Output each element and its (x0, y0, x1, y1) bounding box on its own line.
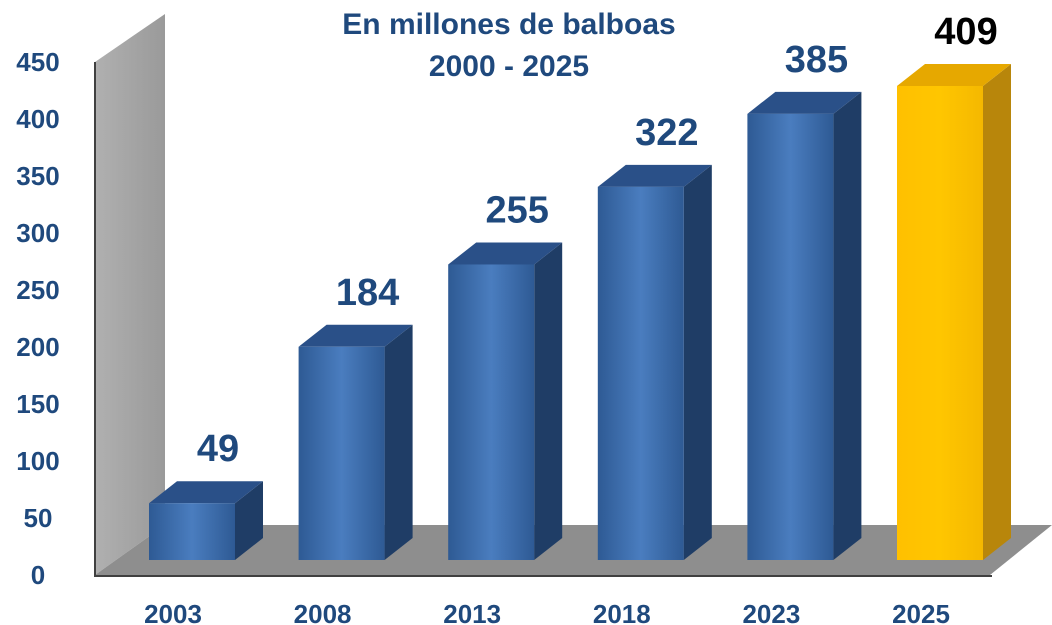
y-tick-label: 350 (16, 161, 59, 191)
y-tick-label: 100 (16, 446, 59, 476)
y-tick-label: 250 (16, 275, 59, 305)
data-label: 322 (635, 112, 698, 154)
bar-front (448, 264, 535, 560)
bar-side (983, 64, 1011, 560)
bar-front (149, 503, 235, 560)
bar-front (597, 186, 684, 560)
bar-side (235, 481, 263, 560)
x-tick-label: 2008 (294, 599, 352, 625)
bar-side (384, 324, 413, 560)
chart-back-wall (95, 14, 165, 575)
y-tick-label: 150 (16, 389, 59, 419)
y-tick-label: 450 (16, 47, 59, 77)
data-label: 255 (485, 189, 548, 231)
chart-title: En millones de balboas (342, 8, 675, 41)
x-tick-label: 2025 (892, 599, 950, 625)
bar-front (747, 113, 834, 560)
y-axis-ticks: 0 50 100 150 200 250 300 350 400 450 (16, 47, 59, 590)
x-tick-label: 2023 (742, 599, 800, 625)
data-label: 409 (934, 11, 997, 53)
bar (448, 242, 563, 560)
bar (298, 324, 413, 560)
y-tick-label: 50 (24, 503, 53, 533)
bar (897, 64, 1011, 560)
y-tick-label: 200 (16, 332, 59, 362)
x-tick-label: 2003 (144, 599, 202, 625)
x-tick-label: 2013 (443, 599, 501, 625)
data-label: 184 (336, 272, 399, 314)
data-label: 385 (785, 39, 848, 81)
y-tick-label: 300 (16, 218, 59, 248)
bar-side (683, 164, 712, 560)
chart-subtitle: 2000 - 2025 (429, 50, 589, 83)
bar-top (448, 242, 563, 265)
bar-front (298, 346, 385, 560)
bar-top (597, 164, 712, 187)
x-tick-label: 2018 (593, 599, 651, 625)
x-axis-ticks: 2003 2008 2013 2018 2023 2025 (144, 599, 950, 625)
bar-side (833, 91, 862, 560)
y-tick-label: 0 (31, 560, 45, 590)
bar (747, 91, 862, 560)
bar (597, 164, 712, 560)
bar (149, 481, 263, 560)
data-labels: 49 184 255 322 385 409 (197, 11, 998, 470)
data-label: 49 (197, 428, 239, 470)
bar-top (897, 64, 1011, 86)
bar-front (897, 86, 983, 560)
bar-top (298, 324, 413, 347)
bars-group (149, 64, 1011, 560)
bar-side (534, 242, 563, 560)
bar-top (747, 91, 862, 114)
y-tick-label: 400 (16, 104, 59, 134)
bar-top (149, 481, 263, 504)
